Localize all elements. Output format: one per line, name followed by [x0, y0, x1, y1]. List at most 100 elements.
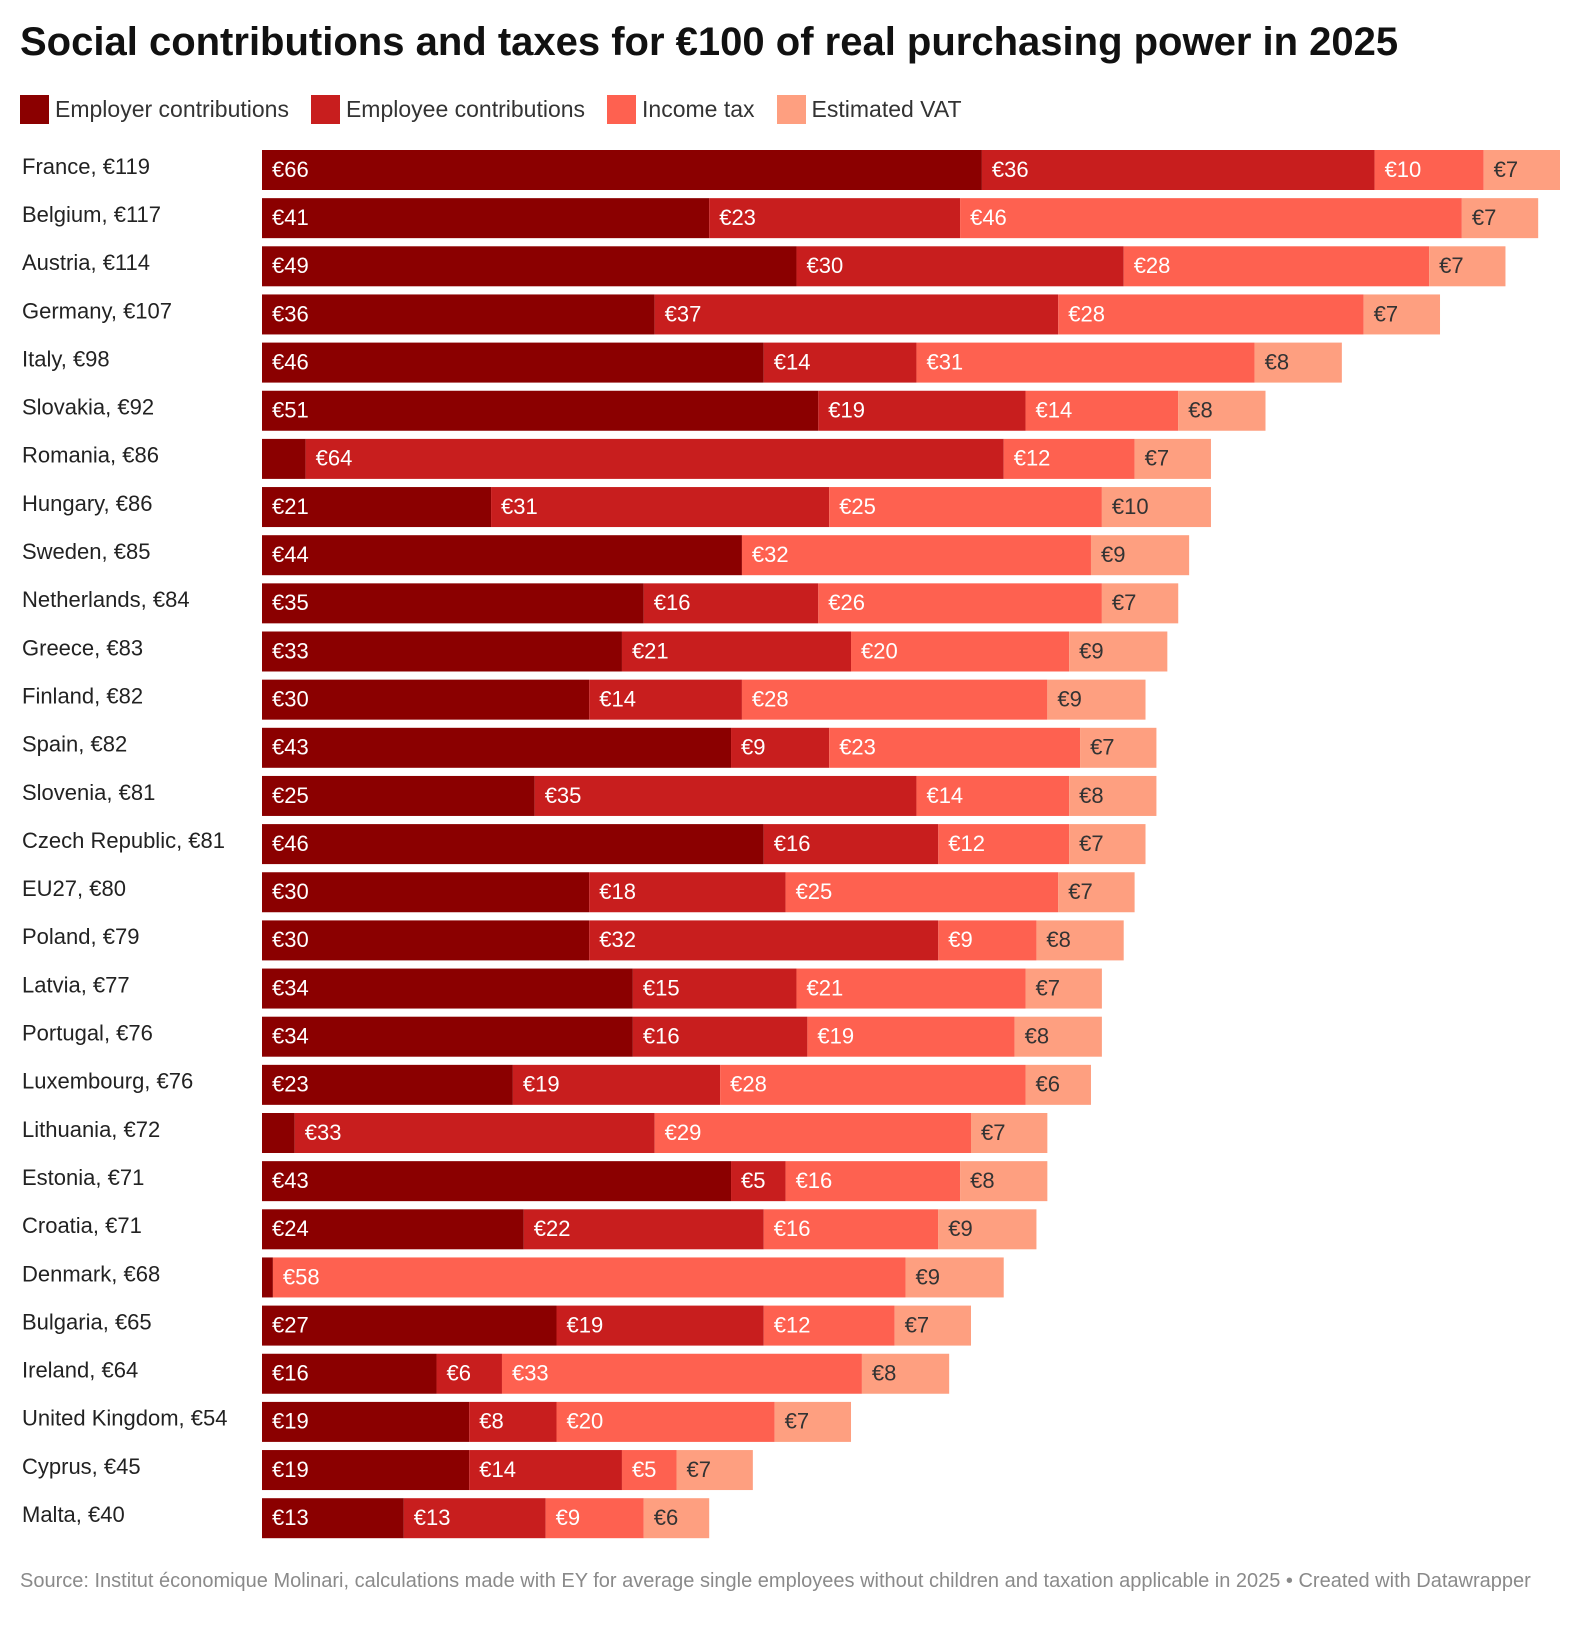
- data-label-employee-contributions-latvia: €15: [643, 975, 680, 1000]
- bar-estimated-vat-germany: [1363, 294, 1441, 335]
- bar-estimated-vat-latvia: [1025, 968, 1102, 1009]
- data-label-employee-contributions-belgium: €23: [719, 205, 756, 230]
- bar-employee-contributions-portugal: [632, 1016, 808, 1057]
- category-label-belgium: Belgium, €117: [22, 202, 161, 227]
- data-label-employee-contributions-united-kingdom: €8: [479, 1409, 503, 1434]
- bar-estimated-vat-slovakia: [1178, 390, 1266, 431]
- category-label-romania: Romania, €86: [22, 443, 159, 468]
- data-label-estimated-vat-luxembourg: €6: [1036, 1072, 1060, 1097]
- data-label-estimated-vat-italy: €8: [1265, 349, 1289, 374]
- data-label-income-tax-sweden: €32: [752, 542, 789, 567]
- category-label-estonia: Estonia, €71: [22, 1165, 144, 1190]
- bar-estimated-vat-croatia: [938, 1209, 1037, 1250]
- bar-estimated-vat-ireland: [861, 1353, 950, 1394]
- bar-employer-contributions-luxembourg: [262, 1064, 513, 1105]
- bar-employee-contributions-netherlands: [643, 583, 819, 624]
- bar-employer-contributions-sweden: [262, 535, 742, 576]
- legend-swatch-income-tax: [607, 94, 637, 124]
- bar-income-tax-italy: [916, 342, 1255, 383]
- data-label-income-tax-greece: €20: [861, 638, 898, 663]
- data-label-employee-contributions-spain: €9: [741, 735, 765, 760]
- legend-swatch-employer: [20, 94, 49, 124]
- bar-income-tax-germany: [1058, 294, 1364, 335]
- bar-employer-contributions-croatia: [262, 1209, 524, 1250]
- data-label-estimated-vat-greece: €9: [1079, 638, 1103, 663]
- bar-estimated-vat-italy: [1254, 342, 1342, 383]
- data-label-employer-contributions-belgium: €41: [272, 205, 309, 230]
- data-label-estimated-vat-bulgaria: €7: [905, 1312, 929, 1337]
- category-label-cyprus: Cyprus, €45: [22, 1454, 141, 1479]
- data-label-employer-contributions-greece: €33: [272, 638, 309, 663]
- bar-income-tax-croatia: [763, 1209, 939, 1250]
- data-label-employer-contributions-estonia: €43: [272, 1168, 309, 1193]
- data-label-employee-contributions-portugal: €16: [643, 1024, 680, 1049]
- data-label-employee-contributions-luxembourg: €19: [523, 1072, 560, 1097]
- data-label-estimated-vat-slovakia: €8: [1188, 398, 1212, 423]
- data-label-employee-contributions-greece: €21: [632, 638, 669, 663]
- data-label-estimated-vat-ireland: €8: [872, 1361, 896, 1386]
- category-label-greece: Greece, €83: [22, 635, 143, 660]
- bar-estimated-vat-lithuania: [970, 1113, 1048, 1153]
- data-label-income-tax-netherlands: €26: [828, 590, 865, 615]
- bar-employee-contributions-belgium: [709, 198, 961, 239]
- data-label-income-tax-croatia: €16: [774, 1216, 811, 1241]
- data-label-employee-contributions-hungary: €31: [501, 494, 538, 519]
- bar-estimated-vat-estonia: [960, 1161, 1048, 1202]
- data-label-estimated-vat-sweden: €9: [1101, 542, 1125, 567]
- bar-employer-contributions-denmark: [262, 1257, 273, 1298]
- data-label-income-tax-germany: €28: [1068, 301, 1105, 326]
- bar-employer-contributions-italy: [262, 342, 764, 383]
- bar-employer-contributions-slovenia: [262, 775, 535, 816]
- legend-label-vat: Estimated VAT: [811, 95, 962, 122]
- data-label-employee-contributions-malta: €13: [414, 1505, 451, 1530]
- data-label-employer-contributions-finland: €30: [272, 686, 309, 711]
- data-label-employee-contributions-france: €36: [992, 157, 1029, 182]
- data-label-employer-contributions-germany: €36: [272, 301, 309, 326]
- chart-title: Social contributions and taxes for €100 …: [20, 20, 1399, 64]
- bar-income-tax-spain: [829, 727, 1081, 768]
- bar-employer-contributions-spain: [262, 727, 732, 768]
- data-label-income-tax-eu27: €25: [796, 879, 833, 904]
- bar-employee-contributions-spain: [731, 727, 830, 768]
- category-label-denmark: Denmark, €68: [22, 1261, 160, 1286]
- data-label-employer-contributions-portugal: €34: [272, 1024, 309, 1049]
- legend-label-employee: Employee contributions: [345, 95, 586, 122]
- bar-estimated-vat-poland: [1036, 920, 1124, 961]
- bar-employer-contributions-estonia: [262, 1161, 732, 1202]
- category-label-poland: Poland, €79: [22, 924, 139, 949]
- bar-employee-contributions-bulgaria: [556, 1305, 764, 1346]
- bar-employer-contributions-ireland: [262, 1353, 437, 1394]
- data-label-income-tax-united-kingdom: €20: [567, 1409, 604, 1434]
- data-label-income-tax-czech-republic: €12: [948, 831, 985, 856]
- bar-estimated-vat-czech-republic: [1069, 824, 1146, 865]
- data-label-estimated-vat-spain: €7: [1090, 735, 1114, 760]
- bar-employee-contributions-malta: [403, 1498, 546, 1539]
- bar-estimated-vat-france: [1483, 150, 1560, 190]
- bar-employee-contributions-finland: [589, 679, 742, 720]
- data-label-income-tax-latvia: €21: [806, 975, 843, 1000]
- bar-estimated-vat-cyprus: [676, 1450, 753, 1491]
- data-label-employee-contributions-estonia: €5: [741, 1168, 765, 1193]
- data-label-estimated-vat-estonia: €8: [970, 1168, 994, 1193]
- data-label-employee-contributions-slovakia: €19: [828, 398, 865, 423]
- data-label-income-tax-austria: €28: [1134, 253, 1171, 278]
- data-label-income-tax-poland: €9: [948, 927, 972, 952]
- data-label-estimated-vat-czech-republic: €7: [1079, 831, 1103, 856]
- bar-employee-contributions-slovakia: [818, 390, 1026, 431]
- bar-estimated-vat-malta: [643, 1498, 710, 1539]
- legend-item-income-tax: Income tax: [607, 94, 755, 124]
- bar-estimated-vat-slovenia: [1069, 775, 1157, 816]
- bar-income-tax-poland: [938, 920, 1037, 961]
- data-label-employee-contributions-lithuania: €33: [305, 1120, 342, 1145]
- bar-employee-contributions-cyprus: [469, 1450, 622, 1491]
- category-label-ireland: Ireland, €64: [22, 1358, 138, 1383]
- legend-label-income-tax: Income tax: [642, 95, 755, 122]
- data-label-estimated-vat-austria: €7: [1439, 253, 1463, 278]
- bar-income-tax-romania: [1003, 438, 1135, 479]
- category-label-portugal: Portugal, €76: [22, 1021, 153, 1046]
- bar-employer-contributions-france: [262, 150, 982, 190]
- bar-income-tax-latvia: [796, 968, 1026, 1009]
- bar-employee-contributions-ireland: [436, 1353, 502, 1394]
- data-label-estimated-vat-france: €7: [1494, 157, 1518, 182]
- category-label-united-kingdom: United Kingdom, €54: [22, 1406, 227, 1431]
